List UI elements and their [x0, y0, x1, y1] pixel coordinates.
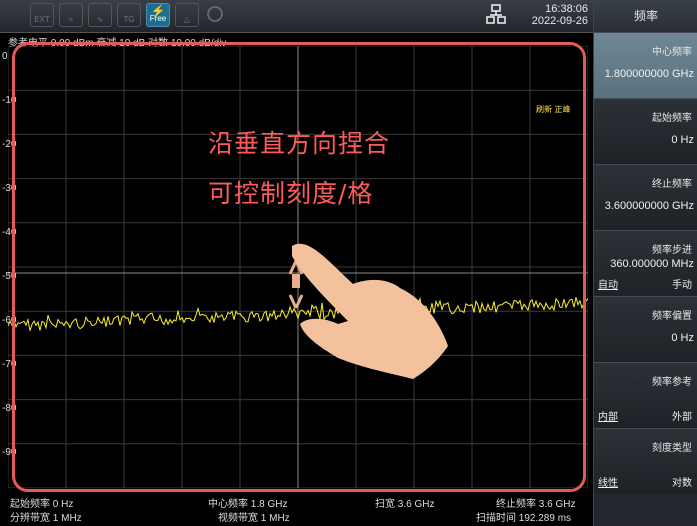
clock: 16:38:06 2022-09-26: [522, 3, 588, 27]
gesture-hint-line2: 可控制刻度/格: [208, 179, 374, 208]
menu-item-label: 终止频率: [652, 179, 692, 190]
ext-trigger-icon[interactable]: EXT: [30, 3, 54, 27]
menu-item-frequency-offset[interactable]: 频率偏置 0 Hz: [594, 296, 697, 362]
y-tick: -30: [2, 183, 17, 194]
sweep-status: 刷新 正峰: [536, 105, 571, 114]
menu-item-value: 0 Hz: [671, 134, 694, 146]
menu-item-label: 频率参考: [652, 377, 692, 388]
menu-item-center-frequency[interactable]: 中心频率 1.800000000 GHz: [594, 32, 697, 98]
menu-item-frequency-step[interactable]: 频率步进 360.000000 MHz 自动 手动: [594, 230, 697, 296]
menu-item-value: 3.600000000 GHz: [604, 200, 694, 212]
start-frequency-info: 起始频率 0 Hz: [10, 499, 74, 510]
toolbar: EXT ≈ ∿ TG ⚡ Free △ 16:38:06 2022-09-26: [0, 0, 593, 33]
y-tick: -20: [2, 139, 17, 150]
pinch-gesture-hand-icon: [288, 243, 448, 379]
option-log[interactable]: 对数: [672, 478, 692, 489]
menu-item-label: 起始频率: [652, 113, 692, 124]
menu-item-stop-frequency[interactable]: 终止频率 3.600000000 GHz: [594, 164, 697, 230]
rbw-info: 分辨带宽 1 MHz: [10, 513, 82, 524]
spectrum-grid: [8, 46, 588, 488]
menu-item-value: 1.800000000 GHz: [604, 68, 694, 80]
y-tick: -40: [2, 227, 17, 238]
y-tick: -70: [2, 359, 17, 370]
tg-icon[interactable]: TG: [117, 3, 141, 27]
option-external[interactable]: 外部: [672, 412, 692, 423]
frequency-menu: 频率 中心频率 1.800000000 GHz 起始频率 0 Hz 终止频率 3…: [593, 0, 697, 526]
free-label: Free: [149, 14, 167, 23]
sweep-time-info: 扫描时间 192.289 ms: [476, 513, 572, 524]
span-info: 扫宽 3.6 GHz: [375, 499, 435, 510]
option-linear[interactable]: 线性: [598, 478, 618, 489]
menu-item-start-frequency[interactable]: 起始频率 0 Hz: [594, 98, 697, 164]
y-tick: -90: [2, 447, 17, 458]
gesture-hint-line1: 沿垂直方向捏合: [208, 129, 391, 158]
stop-frequency-info: 终止频率 3.6 GHz: [496, 499, 576, 510]
pinch-zone-highlight: [12, 42, 586, 492]
menu-item-value: 360.000000 MHz: [610, 258, 694, 270]
menu-item-frequency-reference[interactable]: 频率参考 内部 外部: [594, 362, 697, 428]
spectrum-display[interactable]: 刷新 正峰 沿垂直方向捏合 可控制刻度/格: [8, 46, 588, 488]
menu-item-value: 0 Hz: [671, 332, 694, 344]
marker-icon[interactable]: △: [175, 3, 199, 27]
zoom-icon[interactable]: [204, 3, 228, 27]
option-internal[interactable]: 内部: [598, 412, 618, 423]
menu-item-label: 频率步进: [652, 245, 692, 256]
menu-title: 频率: [594, 0, 697, 32]
clock-time: 16:38:06: [545, 3, 588, 15]
single-icon[interactable]: ∿: [88, 3, 112, 27]
menu-item-label: 中心频率: [652, 47, 692, 58]
y-tick: -10: [2, 95, 17, 106]
y-tick: 0: [2, 51, 8, 62]
y-tick: -80: [2, 403, 17, 414]
vbw-info: 视频带宽 1 MHz: [218, 513, 290, 524]
menu-item-scale-type[interactable]: 刻度类型 线性 对数: [594, 428, 697, 494]
trace-icon[interactable]: ≈: [59, 3, 83, 27]
y-tick: -50: [2, 271, 17, 282]
center-frequency-info: 中心频率 1.8 GHz: [208, 499, 288, 510]
spectrum-trace: [8, 296, 588, 331]
option-manual[interactable]: 手动: [672, 280, 692, 291]
menu-item-label: 频率偏置: [652, 311, 692, 322]
y-tick: -60: [2, 315, 17, 326]
free-run-icon[interactable]: ⚡ Free: [146, 3, 170, 27]
option-auto[interactable]: 自动: [598, 280, 618, 291]
menu-item-label: 刻度类型: [652, 443, 692, 454]
clock-date: 2022-09-26: [531, 15, 588, 27]
network-icon: [486, 4, 506, 24]
